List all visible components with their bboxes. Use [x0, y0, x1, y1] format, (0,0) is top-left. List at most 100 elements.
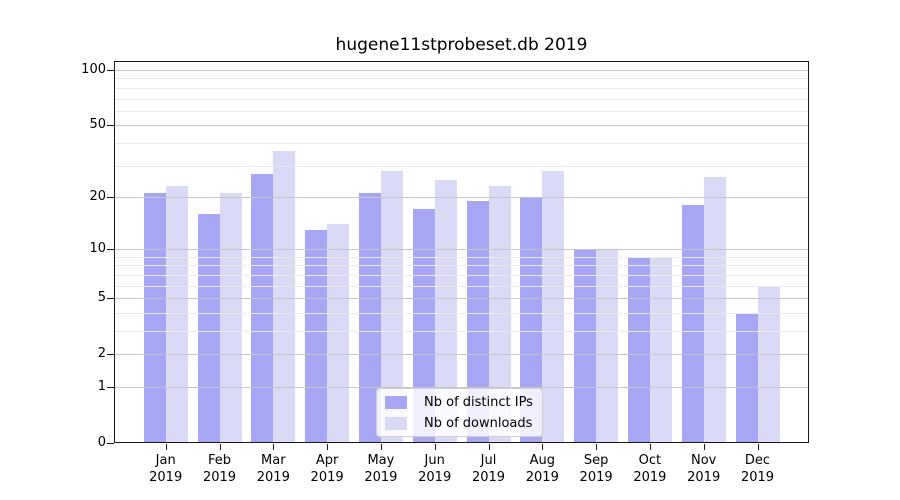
x-tick-label-year: 2019 — [310, 470, 344, 485]
gridline-minor-70 — [114, 98, 809, 100]
x-tick-label-feb: Feb 2019 — [193, 452, 247, 486]
x-tick-label-jun: Jun 2019 — [408, 452, 462, 486]
x-tick-label-year: 2019 — [202, 470, 237, 485]
x-tick-label-month: Jun — [424, 453, 445, 468]
bar-downloads-aug — [542, 170, 565, 443]
x-tick-sep — [596, 444, 598, 450]
x-tick-label-year: 2019 — [687, 470, 721, 485]
bar-distinct-ips-apr — [305, 229, 328, 443]
x-tick-jun — [434, 444, 436, 450]
x-tick-nov — [703, 444, 705, 450]
y-tick-50 — [107, 125, 114, 127]
x-tick-label-nov: Nov 2019 — [677, 452, 731, 486]
bar-downloads-jun — [434, 179, 457, 443]
x-tick-aug — [542, 444, 544, 450]
y-tick-label-5: 5 — [97, 290, 106, 306]
gridline-1 — [114, 386, 809, 388]
x-tick-label-year: 2019 — [149, 470, 183, 485]
gridline-minor-6 — [114, 285, 809, 287]
x-tick-label-year: 2019 — [364, 470, 398, 485]
x-tick-mar — [273, 444, 275, 450]
gridline-minor-4 — [114, 312, 809, 314]
bar-distinct-ips-dec — [735, 312, 758, 443]
bar-distinct-ips-nov — [681, 205, 704, 443]
x-tick-label-month: May — [367, 453, 395, 468]
x-tick-label-sep: Sep 2019 — [569, 452, 623, 486]
gridline-10 — [114, 249, 809, 251]
x-tick-label-year: 2019 — [579, 470, 613, 485]
x-tick-label-year: 2019 — [256, 470, 290, 485]
x-tick-label-month: Jan — [155, 453, 176, 468]
gridline-minor-30 — [114, 165, 809, 167]
bar-distinct-ips-aug — [520, 197, 543, 443]
x-tick-label-month: Dec — [744, 453, 771, 468]
x-tick-label-month: Nov — [691, 453, 717, 468]
bar-downloads-oct — [649, 256, 672, 443]
x-tick-label-month: Oct — [638, 453, 662, 468]
gridline-5 — [114, 298, 809, 300]
plot-area — [114, 61, 809, 443]
legend-label-distinct-ips: Nb of distinct IPs — [424, 394, 533, 410]
x-tick-label-year: 2019 — [418, 470, 452, 485]
gridline-minor-8 — [114, 265, 809, 267]
y-tick-20 — [107, 196, 114, 198]
bar-distinct-ips-feb — [197, 214, 220, 443]
y-tick-10 — [107, 249, 114, 251]
legend-entry-distinct-ips: Nb of distinct IPs — [385, 393, 542, 412]
x-tick-label-jan: Jan 2019 — [139, 452, 193, 486]
gridline-minor-9 — [114, 256, 809, 258]
bar-distinct-ips-oct — [627, 256, 650, 443]
bar-downloads-may — [380, 170, 403, 443]
y-tick-label-20: 20 — [89, 188, 106, 204]
bar-distinct-ips-jul — [466, 200, 489, 443]
x-tick-label-month: Apr — [315, 453, 339, 468]
y-tick-5 — [107, 298, 114, 300]
legend: Nb of distinct IPs Nb of downloads — [376, 388, 543, 437]
bar-downloads-jul — [488, 186, 511, 443]
x-tick-label-mar: Mar 2019 — [246, 452, 300, 486]
gridline-50 — [114, 125, 809, 127]
gridline-minor-40 — [114, 142, 809, 144]
x-tick-label-year: 2019 — [740, 470, 775, 485]
gridline-100 — [114, 70, 809, 72]
gridline-minor-90 — [114, 78, 809, 80]
y-tick-100 — [107, 70, 114, 72]
x-tick-may — [380, 444, 382, 450]
gridline-20 — [114, 196, 809, 198]
bar-downloads-nov — [703, 176, 726, 443]
chart-title: hugene11stprobeset.db 2019 — [335, 35, 588, 55]
legend-swatch-downloads-icon — [385, 416, 407, 430]
bar-downloads-dec — [757, 285, 780, 443]
y-tick-label-100: 100 — [81, 62, 106, 78]
gridline-2 — [114, 354, 809, 356]
legend-swatch-distinct-ips-icon — [385, 395, 407, 409]
y-tick-label-10: 10 — [89, 241, 106, 257]
y-tick-label-50: 50 — [89, 117, 106, 133]
x-tick-label-month: Feb — [207, 453, 232, 468]
bar-distinct-ips-jun — [412, 209, 435, 443]
x-tick-label-jul: Jul 2019 — [462, 452, 516, 486]
x-tick-apr — [327, 444, 329, 450]
bar-downloads-mar — [273, 151, 296, 443]
x-tick-feb — [219, 444, 221, 450]
legend-label-downloads: Nb of downloads — [424, 415, 533, 431]
bar-distinct-ips-sep — [574, 249, 597, 443]
gridline-minor-7 — [114, 274, 809, 276]
x-tick-label-year: 2019 — [525, 470, 559, 485]
x-tick-label-month: Mar — [261, 453, 286, 468]
bars-layer — [114, 61, 809, 443]
bar-downloads-sep — [596, 249, 619, 443]
x-tick-label-month: Aug — [529, 453, 555, 468]
bar-distinct-ips-may — [358, 193, 381, 443]
gridline-minor-80 — [114, 87, 809, 89]
y-tick-label-0: 0 — [97, 435, 106, 450]
bar-downloads-feb — [219, 193, 242, 443]
bar-distinct-ips-jan — [143, 193, 166, 443]
x-tick-label-oct: Oct 2019 — [623, 452, 677, 486]
x-tick-label-aug: Aug 2019 — [515, 452, 569, 486]
x-tick-dec — [757, 444, 759, 450]
x-tick-jan — [165, 444, 167, 450]
y-tick-2 — [107, 354, 114, 356]
gridline-minor-60 — [114, 110, 809, 112]
